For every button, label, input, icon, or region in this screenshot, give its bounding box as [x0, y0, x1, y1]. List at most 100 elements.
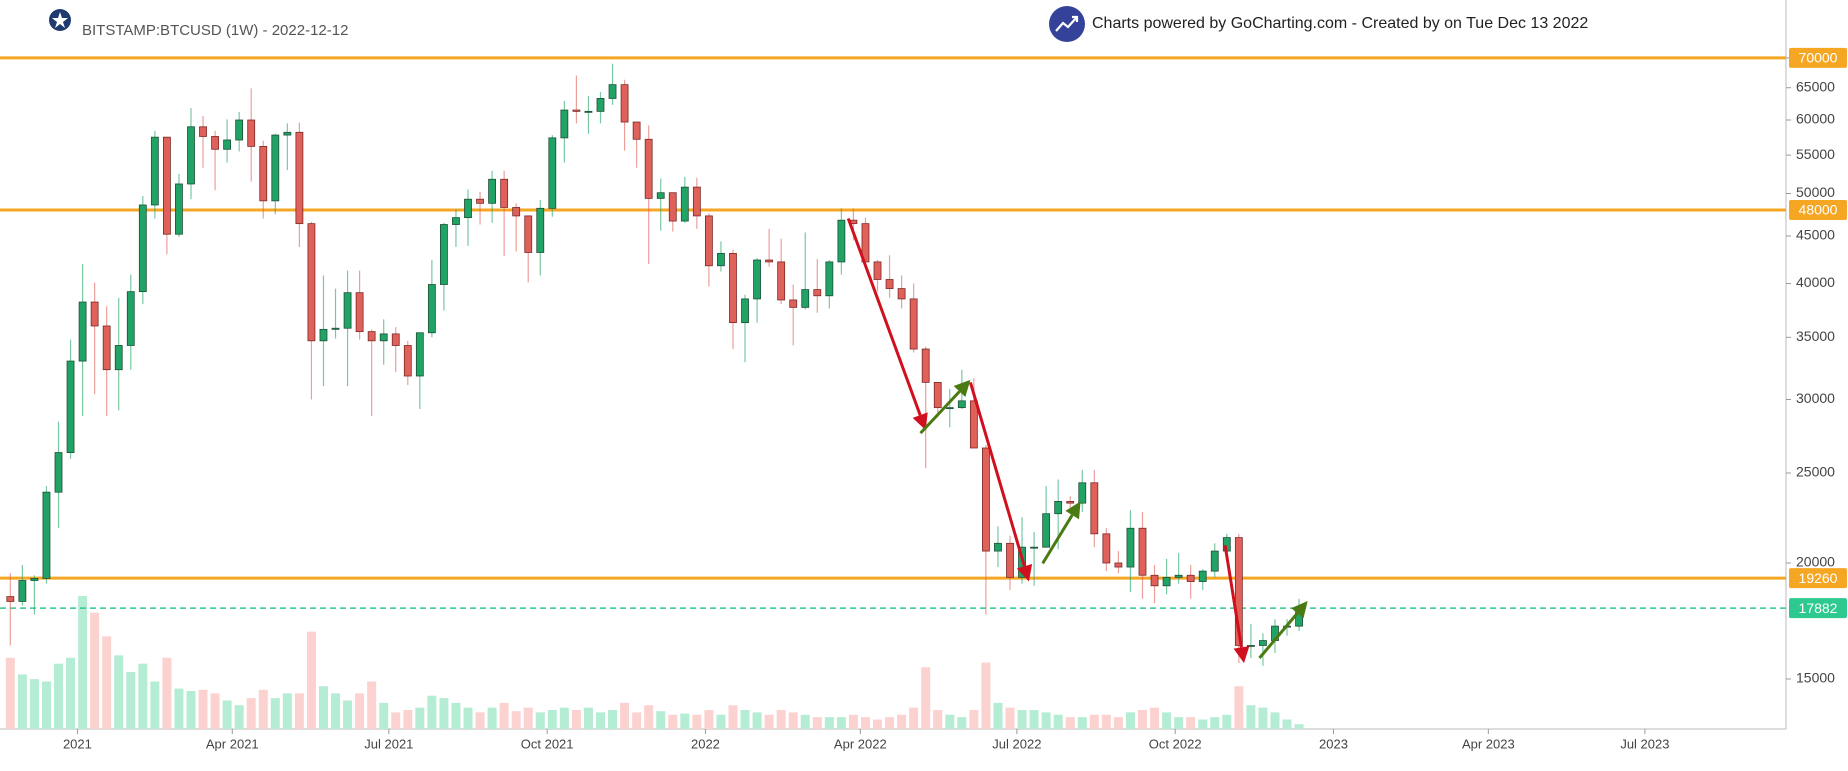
candle-body: [536, 207, 545, 253]
volume-bar: [1125, 712, 1135, 729]
volume-bar: [824, 717, 834, 729]
volume-bar: [1162, 712, 1172, 729]
volume-bar: [234, 705, 244, 729]
volume-bar: [54, 663, 64, 729]
volume-bar: [78, 596, 88, 729]
candle-body: [1174, 574, 1183, 578]
candle-body: [391, 333, 400, 346]
candle-body: [632, 121, 641, 140]
volume-bar: [692, 714, 702, 729]
candle-body: [90, 301, 99, 327]
volume-bar: [1065, 717, 1075, 729]
arrow-head: [912, 412, 928, 431]
candle-body: [259, 145, 268, 202]
volume-bar: [138, 663, 148, 729]
volume-bar: [379, 702, 389, 729]
volume-bar: [873, 719, 883, 729]
arrow-head: [1233, 646, 1250, 664]
candle-body: [415, 332, 424, 377]
volume-bar: [535, 712, 545, 729]
volume-bar: [511, 711, 521, 729]
volume-bar: [1005, 707, 1015, 729]
volume-bar: [258, 689, 268, 729]
y-tick-label: 30000: [1796, 390, 1835, 406]
candle-body: [1102, 533, 1111, 564]
candle-body: [548, 137, 557, 209]
volume-bar: [222, 700, 232, 729]
volume-bar: [102, 636, 112, 729]
volume-bar: [897, 714, 907, 729]
candle-body: [897, 288, 906, 300]
candle-body: [211, 136, 219, 150]
candle-body: [18, 580, 27, 602]
volume-bar: [752, 712, 762, 729]
candle-body: [271, 134, 280, 202]
volume-bar: [210, 693, 220, 729]
candle-body: [933, 381, 942, 409]
x-tick-label: Apr 2022: [834, 736, 887, 751]
volume-bar: [90, 612, 100, 729]
volume-bar: [499, 702, 509, 729]
candle-body: [175, 183, 183, 235]
candle-body: [608, 84, 617, 99]
candle-body: [78, 301, 87, 362]
volume-bar: [776, 710, 786, 729]
volume-bar: [1041, 712, 1051, 729]
volume-bar: [17, 674, 27, 729]
chart-title: BITSTAMP:BTCUSD (1W) - 2022-12-12: [82, 22, 348, 39]
candle-body: [753, 259, 761, 300]
candle-body: [789, 299, 798, 308]
volume-bar: [764, 714, 774, 729]
volume-bar: [198, 689, 208, 729]
candle-body: [42, 491, 51, 579]
volume-bar: [1282, 719, 1292, 729]
volume-bar: [415, 707, 425, 729]
volume-bar: [186, 691, 196, 729]
level-label: 17882: [1799, 600, 1838, 616]
volume-bar: [1029, 710, 1039, 729]
volume-bar: [680, 713, 690, 729]
candle-body: [1066, 501, 1075, 504]
level-label-box: [1789, 598, 1847, 619]
candle-body: [488, 178, 496, 204]
candle-body: [355, 292, 364, 333]
candle-body: [114, 345, 123, 371]
volume-bar: [547, 710, 557, 729]
volume-bar: [403, 710, 413, 729]
volume-bar: [487, 707, 497, 729]
volume-bar: [800, 714, 810, 729]
candle-body: [379, 333, 388, 342]
volume-bar: [66, 657, 76, 729]
candle-body: [813, 289, 822, 297]
candle-body: [1259, 640, 1267, 646]
candle-body: [138, 204, 147, 293]
candle-body: [427, 284, 436, 334]
volume-bar: [1258, 707, 1268, 729]
level-label: 19260: [1799, 570, 1838, 586]
volume-bar: [1186, 717, 1196, 729]
arrow-head: [1065, 501, 1081, 520]
volume-bar: [523, 707, 533, 729]
candle-body: [656, 192, 665, 199]
volume-bar: [909, 707, 919, 729]
candle-body: [741, 298, 749, 324]
y-tick-label: 20000: [1796, 554, 1835, 570]
candle-body: [1126, 527, 1135, 568]
candle-body: [885, 279, 894, 289]
chart-subtitle: Charts powered by GoCharting.com - Creat…: [1092, 15, 1588, 32]
candle-body: [909, 298, 918, 350]
candle-body: [102, 325, 111, 371]
candle-body: [319, 328, 328, 342]
candle-body: [524, 215, 533, 253]
volume-bar: [451, 702, 461, 729]
volume-bar: [836, 717, 846, 729]
y-tick-label: 35000: [1796, 328, 1835, 344]
x-tick-label: 2023: [1319, 736, 1348, 751]
y-tick-label: 15000: [1796, 670, 1835, 686]
candle-body: [560, 109, 569, 139]
candle-body: [6, 596, 15, 602]
volume-bar: [1246, 705, 1256, 729]
volume-bar: [740, 710, 750, 729]
arrow-shaft: [1258, 612, 1299, 659]
